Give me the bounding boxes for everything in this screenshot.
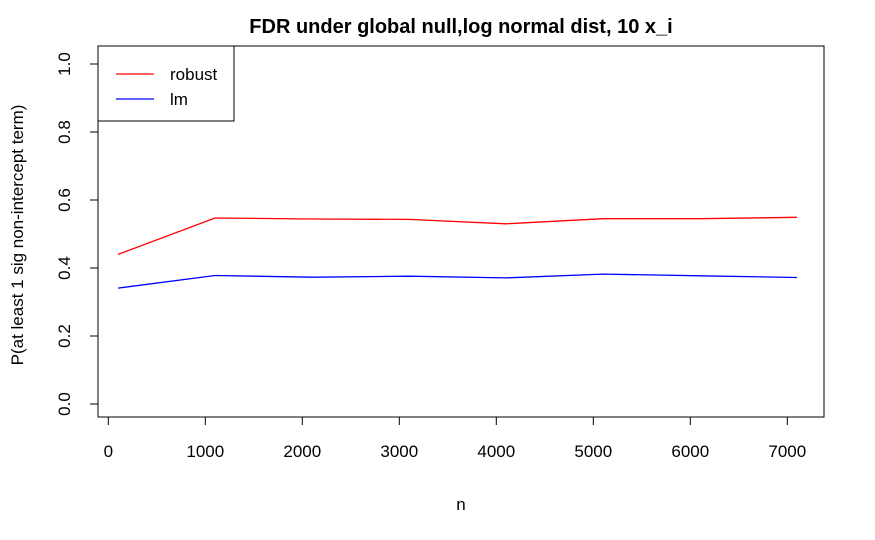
series-line-lm [117,273,798,289]
x-tick-label: 7000 [768,442,806,461]
legend: robust lm [97,45,235,122]
x-tick-label: 6000 [671,442,709,461]
legend-box [97,45,235,122]
y-axis-label: P(at least 1 sig non-intercept term) [8,105,27,366]
x-tick-label: 0 [104,442,113,461]
y-tick-label: 0.6 [55,188,74,212]
y-tick-label: 0.8 [55,120,74,144]
x-tick-label: 1000 [186,442,224,461]
y-tick-label: 0.0 [55,392,74,416]
y-tick-label: 0.4 [55,256,74,280]
legend-label-lm: lm [170,90,188,109]
chart-title: FDR under global null,log normal dist, 1… [249,16,672,38]
x-axis: 0 1000 2000 3000 4000 5000 6000 7000 [104,416,806,461]
y-axis: 0.0 0.2 0.4 0.6 0.8 1.0 [55,52,99,416]
y-tick-label: 0.2 [55,324,74,348]
y-tick-label: 1.0 [55,52,74,76]
x-tick-label: 4000 [477,442,515,461]
x-tick-label: 3000 [380,442,418,461]
x-tick-label: 5000 [574,442,612,461]
x-axis-label: n [456,495,465,514]
series-lines [117,216,798,289]
x-tick-label: 2000 [283,442,321,461]
legend-label-robust: robust [170,65,218,84]
series-line-robust [117,216,798,256]
